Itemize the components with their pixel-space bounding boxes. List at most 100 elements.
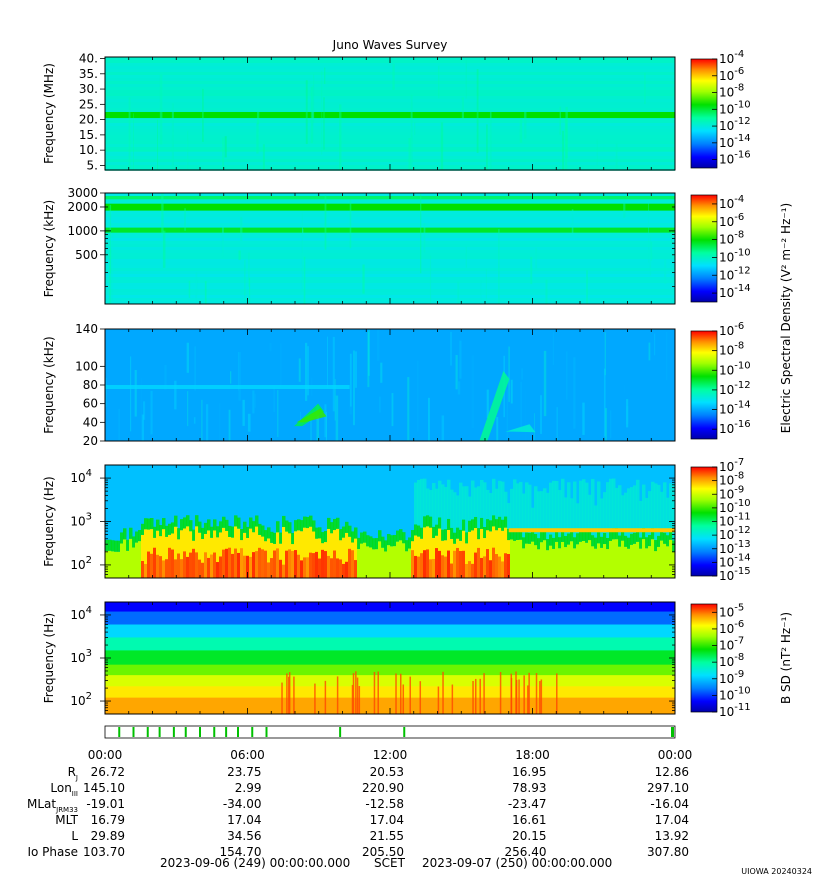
p4-column-peak [423,550,427,578]
p4-column-peak [501,561,505,578]
ephem-value: 16.95 [512,765,546,779]
p4-column-mid [294,520,298,532]
event-mark [237,727,239,737]
p4-column-mid [579,530,583,542]
p4-column-upper [495,488,499,520]
p3-ytick-label: 20 [83,434,98,448]
p5-burst [281,682,283,714]
ephem-label: Io Phase [27,845,78,859]
p4-column-peak [171,549,175,578]
p4-colorbar-label: 10-15 [719,566,751,583]
p4-column-mid [339,529,343,541]
p1-row [105,159,675,162]
p4-column-mid [258,523,262,535]
p3-emission-1 [479,371,510,441]
p4-column-low [162,529,166,578]
p4-column-low [549,545,553,578]
p5-burst [527,685,529,714]
p2-row [105,289,675,292]
p1-streak [128,97,131,170]
p2-row [105,283,675,286]
p1-streak [222,137,225,170]
p4-column-low [249,528,253,578]
p3-emission-2 [505,424,536,433]
p1-streak [187,130,189,170]
p2-band [105,203,675,211]
p4-column-mid [246,526,250,538]
p1-streak [559,106,562,135]
p5-burst [483,673,485,714]
ephem-label: MLatJRM33 [27,797,78,814]
p2-streak [302,228,304,238]
p4-column-mid [180,519,184,531]
p4-column-low [339,540,343,578]
p4-column-low [114,551,118,578]
p4-column-upper [588,494,592,529]
p3-streak [457,381,461,395]
p3-streak [298,358,301,382]
p4-column-mid [312,520,316,532]
p5-burst [510,678,513,714]
p4-column-mid [516,528,520,540]
p2-row [105,256,675,259]
p3-streak [486,389,489,419]
electric-colorbar-title: Electric Spectral Density (V² m⁻² Hz⁻¹) [779,203,793,433]
p5-burst [293,676,295,714]
p4-column-mid [618,535,622,547]
p3-streak [242,399,245,426]
p4-column-peak [201,562,205,578]
p4-column-mid [288,522,292,534]
event-mark [132,727,135,737]
p4-column-low [480,528,484,578]
p4-column-mid [282,515,286,528]
p4-column-peak [420,553,424,578]
p1-streak [489,109,492,170]
ephem-value: 20.15 [512,829,546,843]
p4-column-peak [144,563,148,578]
p4-column-mid [216,526,220,538]
p5-colorbar-label: 10-5 [719,602,744,619]
p4-column-peak [204,552,208,578]
p4-column-mid [129,527,133,539]
p4-column-upper [624,492,628,536]
p4-column-upper [465,486,469,533]
p4-column-low [393,546,397,578]
p1-row [105,78,675,81]
p1-row [105,87,675,90]
p1-ytick-label: 35. [79,67,98,81]
p4-column-upper [471,480,475,520]
p3-streak [174,380,177,410]
p4-column-mid [669,528,673,540]
p4-column-upper [567,482,571,534]
p4-column-upper [570,498,574,531]
p3-streak [556,407,558,441]
p3-streak [247,413,251,432]
p1-colorbar-label: 10-16 [719,150,751,167]
p4-ytick-label: 102 [70,555,92,572]
event-mark [172,727,175,737]
p2-streak [238,250,241,261]
p4-column-peak [438,550,442,578]
p4-column-low [618,546,622,578]
p4-column-mid [429,516,433,528]
p2-row [105,262,675,265]
p4-column-low [408,548,412,578]
p4-column-low [138,541,142,578]
p4-column-low [363,542,367,578]
p1-streak [565,106,568,159]
p2-row [105,274,675,277]
p3-streak [134,369,137,417]
p3-streak [141,377,143,441]
chart-title: Juno Waves Survey [332,38,448,52]
p2-row [105,250,675,253]
p4-column-peak [462,550,466,578]
p4-column-mid [372,538,376,550]
p4-column-peak [465,563,469,578]
p4-column-low [471,530,475,578]
p1-row [105,132,675,135]
p4-column-peak [198,559,202,578]
p4-column-peak [219,556,223,578]
p4-column-mid [552,537,556,549]
p4-column-low [309,526,313,578]
p4-column-mid [654,539,658,552]
